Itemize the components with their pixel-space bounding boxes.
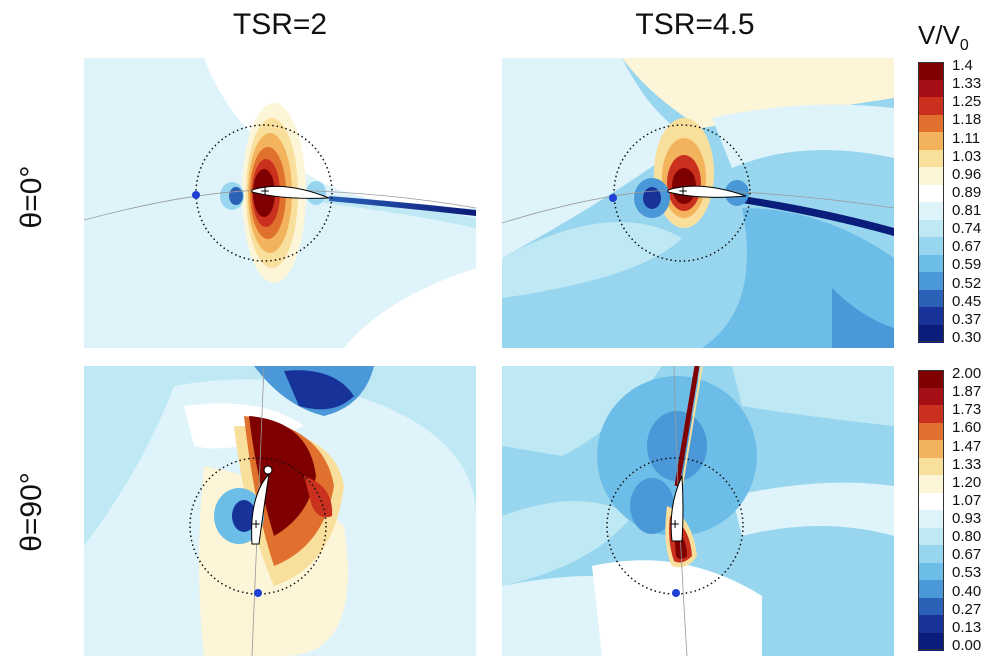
colorbar-segment (918, 202, 944, 220)
colorbar-tick-label: 0.67 (952, 546, 982, 564)
colorbar-tick-label: 0.30 (952, 329, 982, 346)
colorbar-tick-label: 0.27 (952, 600, 982, 618)
colorbar-tick-label: 0.00 (952, 637, 982, 654)
colorbar-segment (918, 510, 944, 528)
colorbar-tick-label: 0.89 (952, 183, 982, 201)
colorbar-tick-label: 0.52 (952, 274, 982, 292)
colorbar-tick-label: 1.33 (952, 75, 982, 93)
colorbar-segment (918, 475, 944, 493)
colorbar-segment (918, 615, 944, 633)
svg-text:+: + (251, 517, 261, 531)
colorbar-segment (918, 149, 944, 168)
svg-text:+: + (670, 517, 680, 531)
colorbar-tick-label: 1.33 (952, 455, 982, 473)
contour-panel-theta0-tsr2: + (84, 58, 476, 348)
colorbar-tick-label: 1.73 (952, 401, 982, 419)
colorbar-tick-label: 2.00 (952, 365, 982, 382)
colorbar-tick-label: 1.87 (952, 383, 982, 401)
colorbar-tick-label: 1.4 (952, 57, 973, 74)
colorbar-tick-label: 0.93 (952, 510, 982, 528)
colorbar-tick-label: 1.07 (952, 491, 982, 509)
colorbar-tick-label: 0.37 (952, 310, 982, 328)
colorbar-segment (918, 387, 944, 406)
column-title-tsr-2: TSR=2 (232, 8, 328, 41)
column-title-tsr-4-5: TSR=4.5 (635, 8, 755, 41)
colorbar-tick-label: 0.40 (952, 582, 982, 600)
contour-panel-theta0-tsr4-5: + (502, 58, 894, 348)
colorbar-segment (918, 307, 944, 325)
colorbar-segment (918, 97, 944, 115)
colorbar-tick-label: 1.60 (952, 419, 982, 437)
colorbar-tick-label: 1.47 (952, 437, 982, 455)
colorbar-tick-label: 0.13 (952, 618, 982, 636)
svg-text:+: + (260, 184, 270, 198)
colorbar-bottom (918, 370, 944, 651)
colorbar-tick-label: 0.59 (952, 256, 982, 274)
colorbar-segment (918, 79, 944, 98)
colorbar-segment (918, 62, 944, 80)
colorbar-segment (918, 492, 944, 511)
colorbar-segment (918, 597, 944, 616)
colorbar-top (918, 62, 944, 343)
colorbar-segment (918, 237, 944, 255)
colorbar-segment (918, 219, 944, 238)
colorbar-segment (918, 167, 944, 185)
colorbar-segment (918, 580, 944, 598)
colorbar-segment (918, 132, 944, 150)
colorbar-segment (918, 545, 944, 563)
colorbar-segment (918, 254, 944, 273)
colorbar-tick-label: 0.53 (952, 564, 982, 582)
colorbar-tick-label: 0.80 (952, 528, 982, 546)
colorbar-tick-label: 0.45 (952, 292, 982, 310)
svg-text:+: + (678, 184, 688, 198)
colorbar-segment (918, 632, 944, 651)
colorbar-tick-label: 0.67 (952, 238, 982, 256)
colorbar-segment (918, 440, 944, 458)
colorbar-tick-label: 0.96 (952, 165, 982, 183)
colorbar-segment (918, 457, 944, 476)
contour-panel-theta90-tsr4-5: + (502, 366, 894, 656)
colorbar-segment (918, 272, 944, 290)
colorbar-tick-label: 1.18 (952, 111, 982, 129)
colorbar-segment (918, 370, 944, 388)
colorbar-segment (918, 184, 944, 203)
colorbar-segment (918, 289, 944, 308)
colorbar-tick-label: 0.74 (952, 220, 982, 238)
contour-panel-theta90-tsr2: + (84, 366, 476, 656)
colorbar-segment (918, 405, 944, 423)
row-title-theta-90: θ=90° (15, 472, 48, 552)
colorbar-segment (918, 527, 944, 546)
colorbar-segment (918, 114, 944, 133)
colorbar-tick-label: 1.11 (952, 129, 981, 147)
colorbar-tick-label: 1.25 (952, 93, 982, 111)
colorbar-tick-label: 1.20 (952, 473, 982, 491)
colorbar-segment (918, 562, 944, 581)
colorbar-segment (918, 422, 944, 441)
colorbar-title: V/V0 (918, 20, 969, 55)
colorbar-tick-label: 0.81 (952, 202, 982, 220)
colorbar-segment (918, 324, 944, 343)
row-title-theta-0: θ=0° (15, 165, 48, 229)
colorbar-tick-label: 1.03 (952, 147, 982, 165)
